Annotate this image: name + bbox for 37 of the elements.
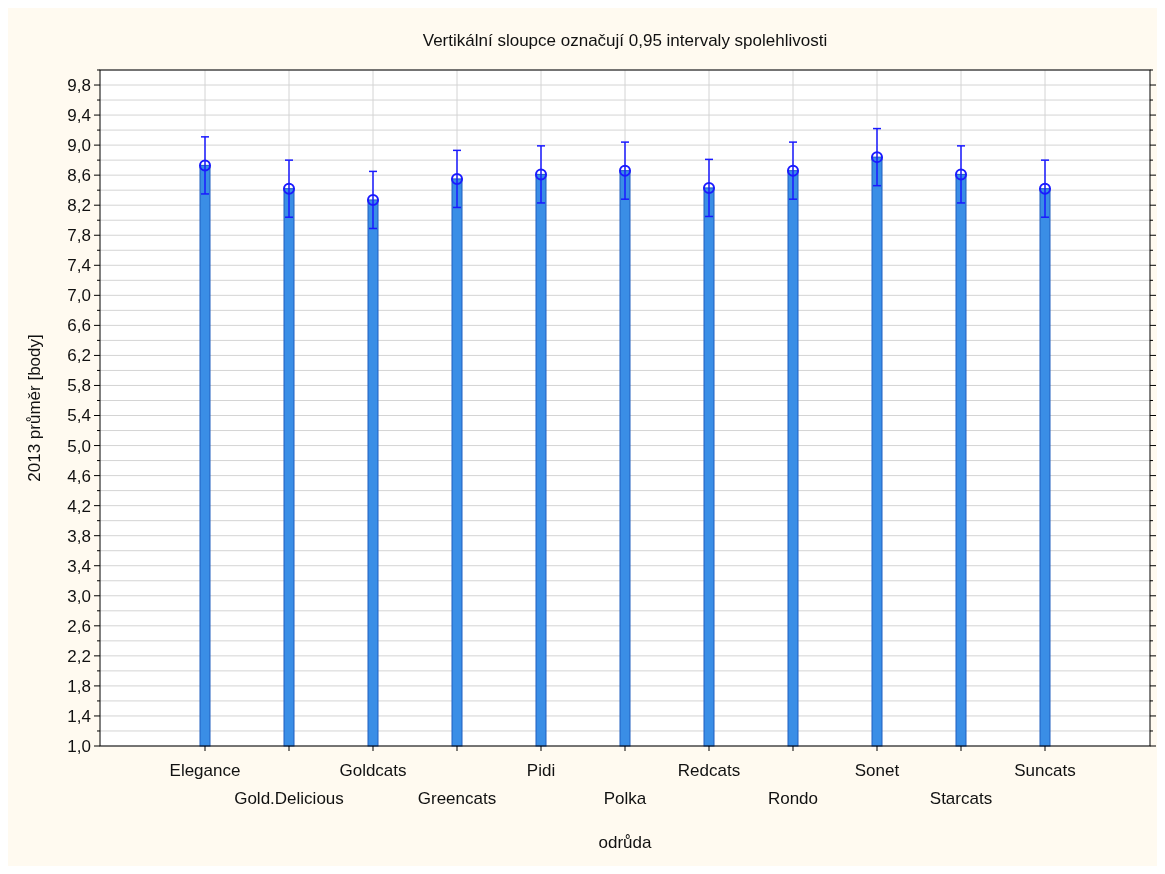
y-tick-label: 3,8 — [67, 526, 91, 546]
y-tick-label: 7,4 — [67, 256, 91, 276]
x-tick-label: Goldcats — [339, 761, 407, 780]
y-tick-label: 6,6 — [67, 316, 91, 336]
y-tick-label: 8,6 — [67, 166, 91, 186]
x-tick-label: Greencats — [417, 789, 497, 808]
y-tick-label: 3,0 — [67, 586, 91, 606]
chart-title: Vertikální sloupce označují 0,95 intervaly spolehlivosti — [422, 31, 828, 50]
y-tick-label: 8,2 — [67, 196, 91, 216]
y-tick-label: 6,2 — [67, 346, 91, 366]
y-tick-label: 3,4 — [67, 556, 91, 576]
y-tick-label: 9,0 — [67, 136, 91, 156]
y-tick-label: 2,2 — [67, 646, 91, 666]
x-tick-label: Gold.Delicious — [234, 789, 344, 808]
x-tick-label: Rondo — [767, 789, 819, 808]
x-tick-label: Elegance — [169, 761, 241, 780]
x-tick-label: Polka — [603, 789, 647, 808]
y-tick-label: 7,8 — [67, 226, 91, 246]
y-tick-label: 1,8 — [67, 676, 91, 696]
x-tick-label: Sonet — [854, 761, 900, 780]
x-tick-label: Redcats — [677, 761, 741, 780]
y-tick-label: 4,2 — [67, 496, 91, 516]
y-tick-label: 5,0 — [67, 436, 91, 456]
x-tick-label: Starcats — [929, 789, 993, 808]
y-tick-label: 5,4 — [67, 406, 91, 426]
x-tick-label: Pidi — [526, 761, 556, 780]
x-axis-title: odrůda — [598, 833, 653, 852]
y-tick-label: 4,6 — [67, 466, 91, 486]
y-tick-label: 9,4 — [67, 106, 91, 126]
y-tick-label: 5,8 — [67, 376, 91, 396]
y-tick-label: 7,0 — [67, 286, 91, 306]
y-tick-label: 2,6 — [67, 616, 91, 636]
y-tick-label: 1,4 — [67, 706, 91, 726]
y-tick-label: 9,8 — [67, 75, 91, 95]
y-axis-title: 2013 průměr [body] — [25, 334, 44, 482]
x-tick-label: Suncats — [1014, 761, 1076, 780]
y-tick-label: 1,0 — [67, 736, 91, 756]
